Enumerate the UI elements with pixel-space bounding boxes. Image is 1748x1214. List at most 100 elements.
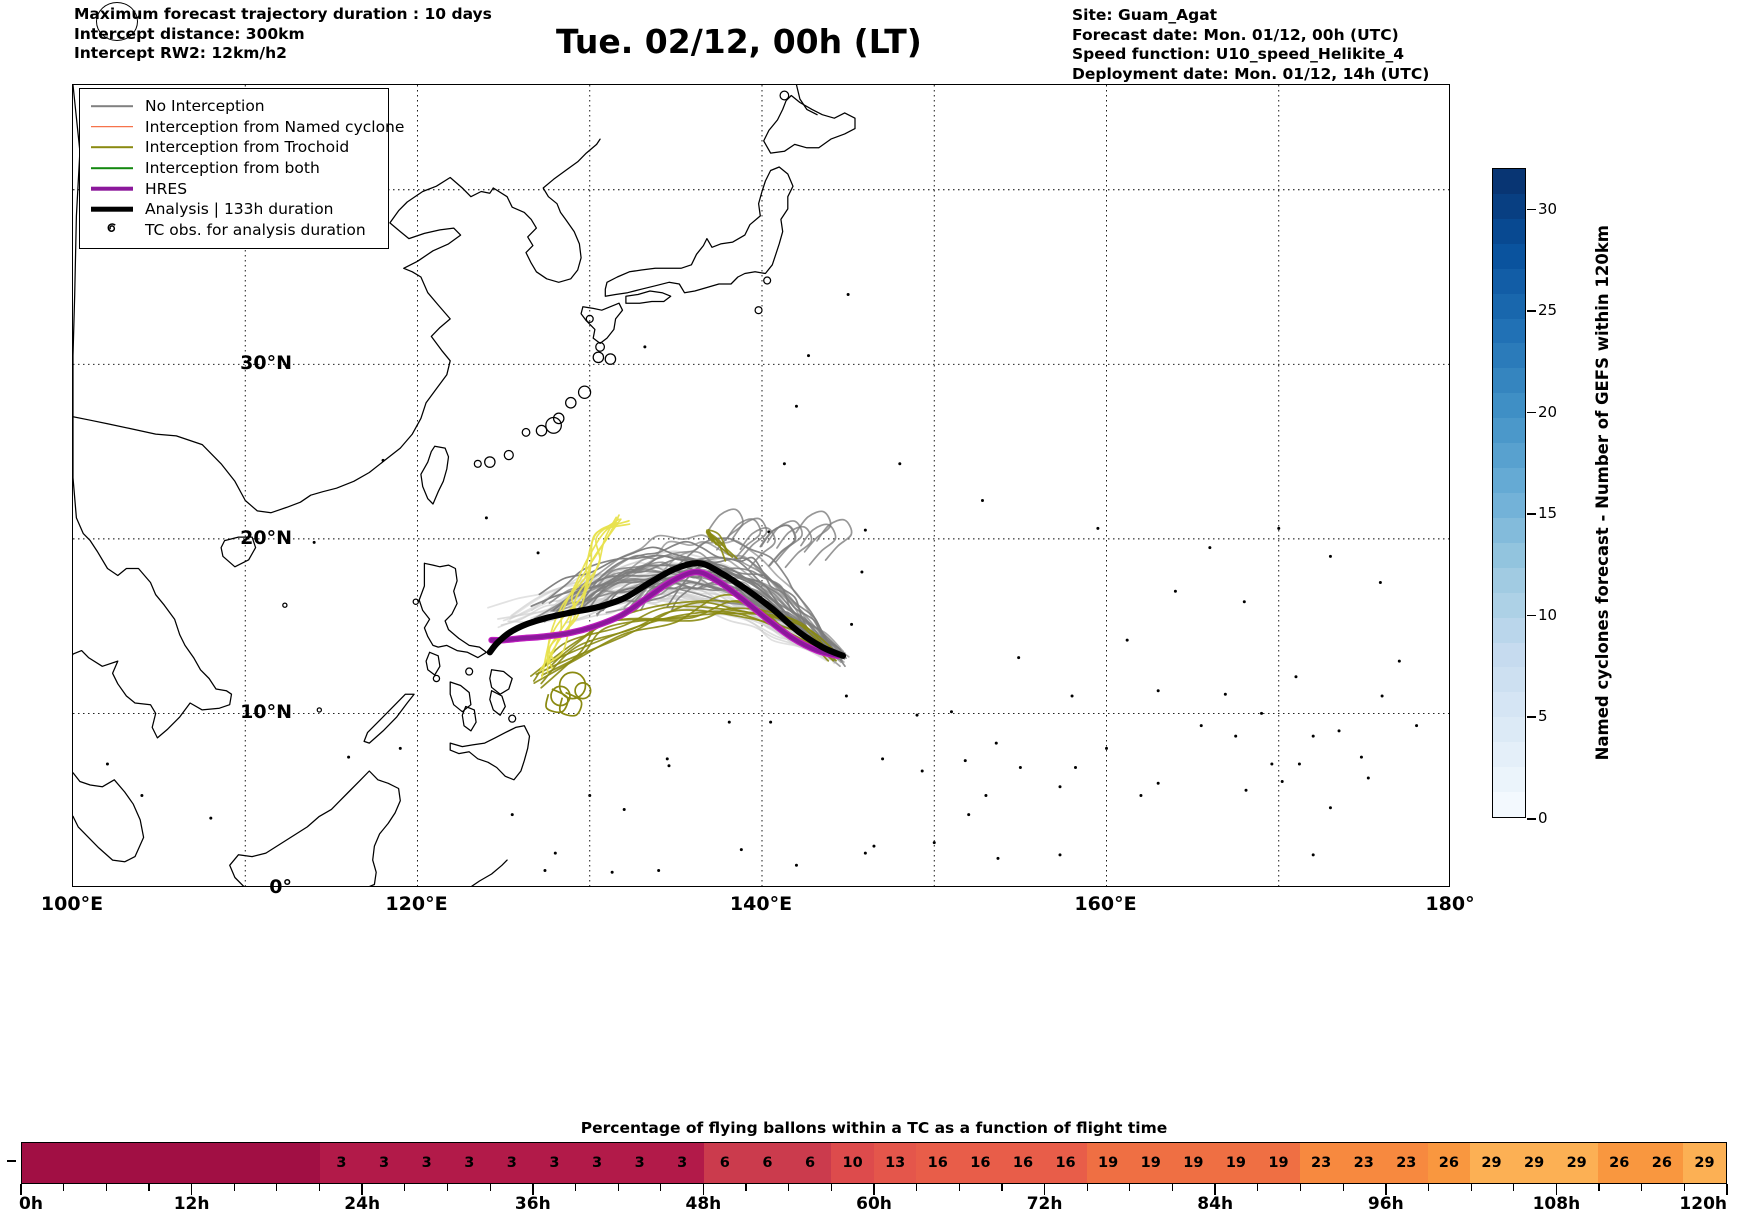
legend-label-6: TC obs. for analysis duration <box>145 220 366 239</box>
colorbar-segment <box>1493 792 1525 817</box>
flight-time-cell[interactable]: 10 <box>831 1143 874 1183</box>
legend-label-2: Interception from Trochoid <box>145 138 350 157</box>
flight-time-cell[interactable]: 23 <box>1299 1143 1343 1183</box>
flight-time-cell[interactable]: 3 <box>447 1143 491 1183</box>
trajectories-interception-trochoid <box>530 528 842 689</box>
legend-item-3[interactable]: Interception from both <box>89 158 379 179</box>
flight-time-tick <box>1726 1184 1728 1195</box>
flight-time-cell[interactable]: 6 <box>746 1143 789 1183</box>
flight-time-cell[interactable]: 26 <box>1427 1143 1471 1183</box>
flight-time-minor-tick <box>617 1184 619 1191</box>
flight-time-minor-tick <box>1513 1184 1515 1191</box>
colorbar-segment <box>1493 567 1525 593</box>
legend-label-4: HRES <box>145 179 188 198</box>
flight-time-cell[interactable]: 16 <box>959 1143 1002 1183</box>
colorbar-tick <box>1527 614 1536 617</box>
flight-time-cell[interactable] <box>107 1143 150 1183</box>
map-canvas <box>73 85 1449 886</box>
flight-time-cell[interactable]: 6 <box>703 1143 747 1183</box>
flight-time-cell[interactable]: 19 <box>1129 1143 1173 1183</box>
flight-time-minor-tick <box>63 1184 65 1191</box>
flight-time-strip[interactable]: 3 3 3 3 3 3 3 3 3 6 6 6 10 13 16 16 16 16 19 19 19 19 19 23 23 23… <box>21 1142 1727 1184</box>
flight-time-cell[interactable]: 29 <box>1683 1143 1726 1183</box>
colorbar-title-wrap: Named cyclones forecast - Number of GEFS… <box>1588 168 1616 818</box>
flight-time-cell[interactable]: 16 <box>916 1143 960 1183</box>
flight-time-tick-label-48h: 48h <box>685 1194 722 1214</box>
legend-item-1[interactable]: Interception from Named cyclone <box>89 117 404 138</box>
flight-time-minor-tick <box>489 1184 491 1191</box>
flight-time-cell[interactable]: 16 <box>1044 1143 1087 1183</box>
colorbar-segment <box>1493 542 1525 568</box>
flight-time-tick-label-96h: 96h <box>1367 1194 1404 1214</box>
flight-time-cell[interactable]: 16 <box>1001 1143 1045 1183</box>
flight-time-tick-label-36h: 36h <box>514 1194 551 1214</box>
colorbar-segment <box>1493 193 1525 219</box>
flight-time-cell[interactable]: 3 <box>490 1143 534 1183</box>
colorbar-segment <box>1493 592 1525 618</box>
legend-item-2[interactable]: Interception from Trochoid <box>89 137 379 158</box>
flight-time-minor-tick <box>1171 1184 1174 1191</box>
colorbar-segment <box>1493 617 1525 643</box>
map-y-tick-0: 0° <box>269 876 292 898</box>
colorbar-segment <box>1493 717 1525 743</box>
flight-time-tick-label-120h: 120h <box>1679 1194 1727 1214</box>
flight-time-minor-tick <box>574 1184 577 1191</box>
colorbar-tick-label-20: 20 <box>1538 402 1558 421</box>
flight-time-cell[interactable]: 29 <box>1470 1143 1513 1183</box>
flight-time-tick-label-72h: 72h <box>1026 1194 1063 1214</box>
colorbar-segment <box>1493 692 1525 718</box>
flight-time-cell[interactable]: 26 <box>1640 1143 1684 1183</box>
flight-time-strip-wrap[interactable]: 3 3 3 3 3 3 3 3 3 6 6 6 10 13 16 16 16 16 19 19 19 19 19 23 23 23… <box>21 1142 1727 1184</box>
colorbar-segment <box>1493 642 1525 668</box>
flight-time-cell[interactable]: 3 <box>405 1143 448 1183</box>
flight-time-cell[interactable]: 26 <box>1597 1143 1641 1183</box>
legend-item-0[interactable]: No Interception <box>89 96 379 117</box>
flight-time-cell[interactable]: 3 <box>575 1143 619 1183</box>
flight-time-cell[interactable]: 3 <box>362 1143 406 1183</box>
legend-swatch-0 <box>89 99 135 113</box>
legend-item-4[interactable]: HRES <box>89 178 379 199</box>
colorbar-tick <box>1527 411 1536 414</box>
flight-time-cell[interactable]: 3 <box>618 1143 661 1183</box>
colorbar-segment <box>1493 218 1525 244</box>
colorbar-segment <box>1493 169 1525 194</box>
colorbar[interactable] <box>1492 168 1526 818</box>
flight-time-cell[interactable]: 23 <box>1342 1143 1385 1183</box>
flight-time-cell[interactable]: 19 <box>1214 1143 1258 1183</box>
flight-time-tick-label-0h: 0h <box>19 1194 43 1214</box>
colorbar-tick-label-25: 25 <box>1538 301 1558 320</box>
flight-time-minor-tick <box>1342 1184 1344 1191</box>
flight-time-strip-title: Percentage of flying ballons within a TC… <box>580 1119 1168 1137</box>
flight-time-cell[interactable] <box>22 1143 65 1183</box>
colorbar-tick-label-15: 15 <box>1538 504 1558 523</box>
legend-item-6[interactable]: TC obs. for analysis duration <box>89 220 379 241</box>
flight-time-cell[interactable] <box>149 1143 193 1183</box>
colorbar-tick-label-0: 0 <box>1538 809 1548 827</box>
legend-label-5: Analysis | 133h duration <box>145 200 334 219</box>
colorbar-segment <box>1493 517 1525 543</box>
map-legend[interactable]: No Interception Interception from Named c… <box>79 88 404 250</box>
flight-time-cell[interactable]: 3 <box>533 1143 576 1183</box>
flight-time-cell[interactable]: 29 <box>1512 1143 1556 1183</box>
flight-time-cell[interactable]: 3 <box>320 1143 363 1183</box>
flight-time-cell[interactable] <box>234 1143 278 1183</box>
flight-time-cell[interactable] <box>64 1143 108 1183</box>
flight-time-cell[interactable]: 13 <box>873 1143 917 1183</box>
flight-time-cell[interactable]: 29 <box>1555 1143 1598 1183</box>
flight-time-cell[interactable]: 6 <box>788 1143 832 1183</box>
legend-item-5[interactable]: Analysis | 133h duration <box>89 199 379 220</box>
flight-time-cell[interactable]: 3 <box>660 1143 704 1183</box>
flight-time-cell[interactable] <box>192 1143 235 1183</box>
flight-time-cell[interactable]: 23 <box>1385 1143 1428 1183</box>
legend-swatch-5 <box>89 202 135 216</box>
flight-time-cell[interactable]: 19 <box>1257 1143 1300 1183</box>
flight-time-minor-tick <box>916 1184 918 1191</box>
colorbar-title: Named cyclones forecast - Number of GEFS… <box>1592 225 1612 761</box>
flight-time-tick <box>190 1184 193 1195</box>
colorbar-tick-label-10: 10 <box>1538 605 1558 624</box>
flight-time-cell[interactable] <box>277 1143 321 1183</box>
flight-time-cell[interactable]: 19 <box>1086 1143 1130 1183</box>
page-title: Tue. 02/12, 00h (LT) <box>556 22 922 61</box>
map-x-tick-100E: 100°E <box>40 893 104 915</box>
flight-time-cell[interactable]: 19 <box>1172 1143 1215 1183</box>
